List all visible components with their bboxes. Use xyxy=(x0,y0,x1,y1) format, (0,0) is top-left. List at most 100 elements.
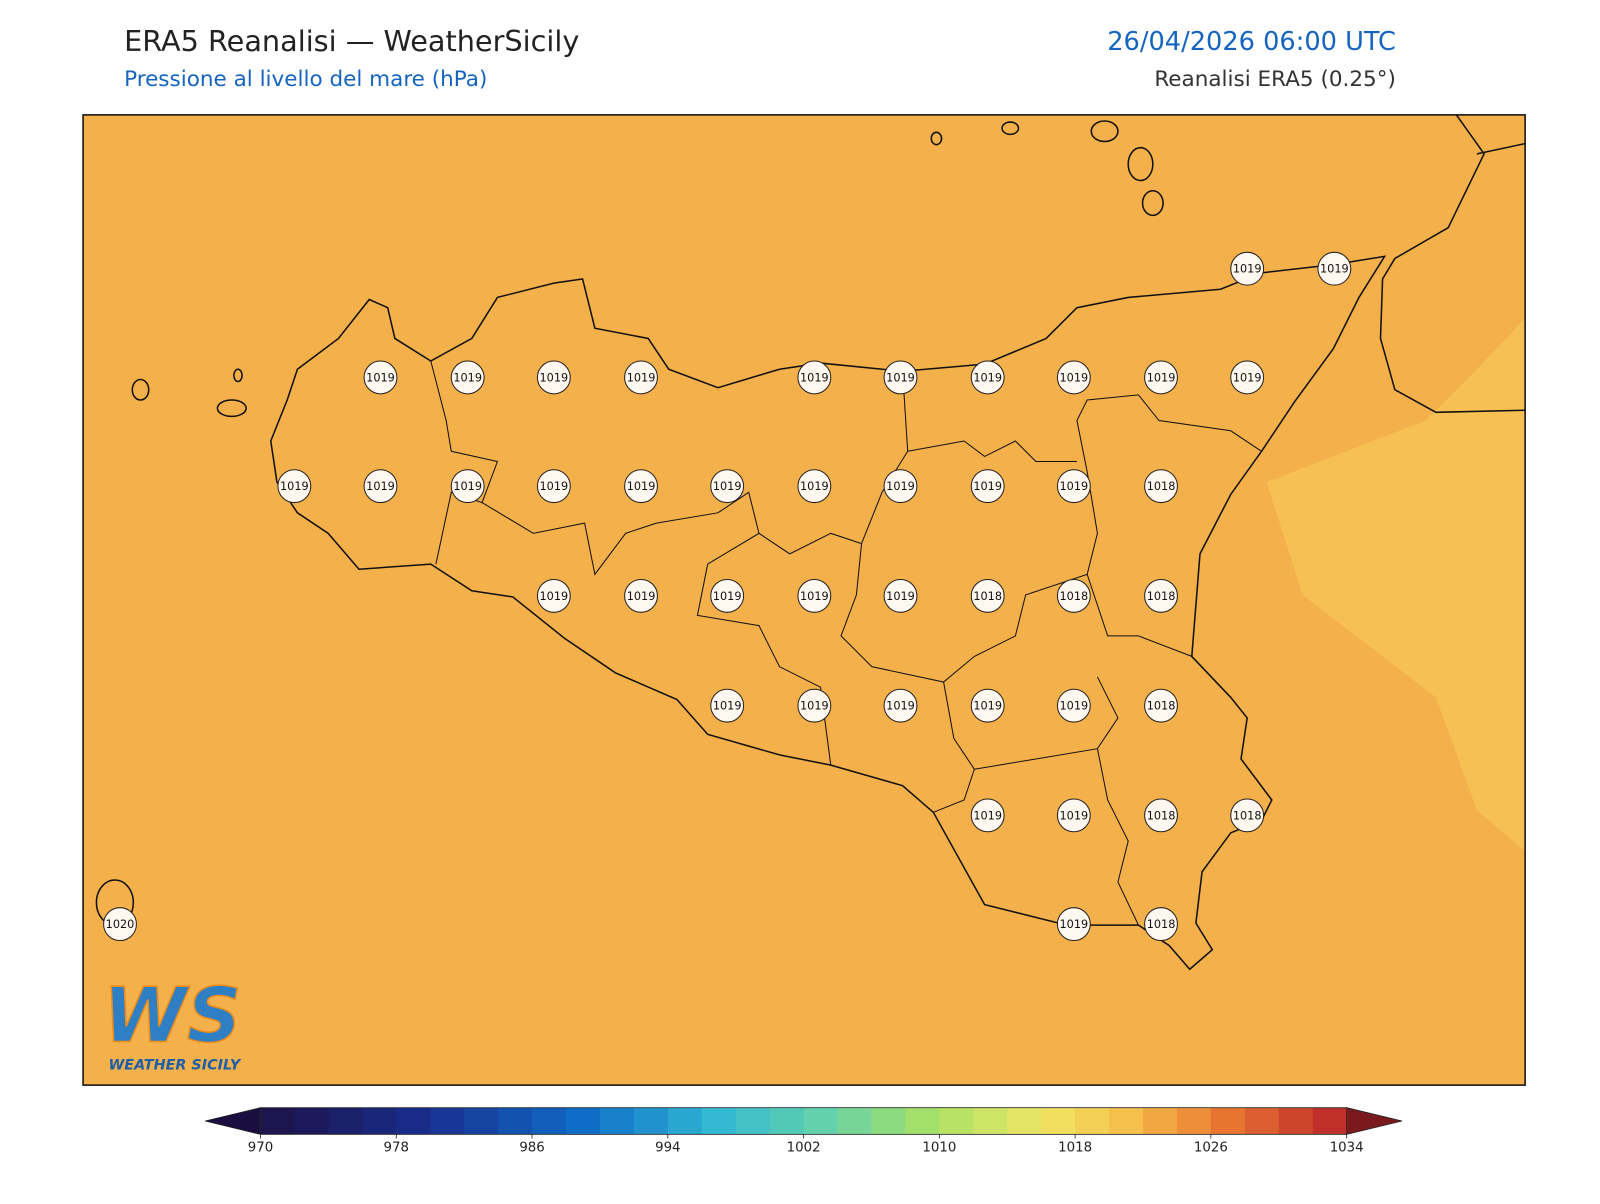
station-value: 1018 xyxy=(1147,809,1176,822)
station-value: 1019 xyxy=(973,809,1002,822)
station-marker xyxy=(883,360,918,395)
colorbar-bin xyxy=(633,1107,669,1135)
station-marker xyxy=(1144,360,1178,395)
colorbar-tick-label: 1010 xyxy=(922,1141,956,1156)
station-marker xyxy=(1056,798,1091,833)
colorbar-bin xyxy=(498,1107,533,1135)
station-marker xyxy=(1056,688,1091,723)
station-value: 1019 xyxy=(886,480,915,493)
subtitle: Pressione al livello del mare (hPa) xyxy=(124,67,487,92)
station-value: 1019 xyxy=(1320,263,1349,276)
colorbar-bin xyxy=(769,1107,805,1135)
station-marker xyxy=(450,360,485,395)
datetime: 26/04/2026 06:00 UTC xyxy=(1107,27,1396,57)
station-marker xyxy=(883,469,918,504)
colorbar-tick-label: 1034 xyxy=(1330,1141,1364,1156)
station-marker xyxy=(883,578,918,613)
colorbar-tick-label: 1002 xyxy=(787,1141,821,1156)
station-marker xyxy=(1056,360,1091,395)
station-value: 1019 xyxy=(886,371,915,384)
colorbar-bin xyxy=(1210,1107,1246,1135)
station-marker xyxy=(1144,907,1178,942)
station-marker xyxy=(1144,469,1178,504)
colorbar-bin xyxy=(837,1107,872,1135)
station-value: 1018 xyxy=(1147,700,1176,713)
station-value: 1019 xyxy=(540,371,569,384)
station-value: 1019 xyxy=(1233,371,1262,384)
colorbar-bin xyxy=(1075,1107,1110,1135)
station-value: 1019 xyxy=(1233,263,1262,276)
station-marker xyxy=(536,360,571,395)
station-value: 1018 xyxy=(973,590,1002,603)
colorbar-bin xyxy=(464,1107,499,1135)
station-marker xyxy=(363,469,398,504)
province-borders xyxy=(430,360,1262,926)
colorbar-extend-high xyxy=(1346,1107,1403,1135)
station-value: 1018 xyxy=(1147,480,1176,493)
colorbar-bin xyxy=(871,1107,906,1135)
colorbar-bin xyxy=(430,1107,465,1135)
station-value: 1019 xyxy=(1060,809,1089,822)
station-marker xyxy=(363,360,398,395)
colorbar: 970 978 986 994 1002 1010 1018 1026 1034 xyxy=(205,1107,1403,1156)
colorbar-tick-label: 994 xyxy=(655,1141,680,1156)
colorbar-bin xyxy=(1041,1107,1076,1135)
station-value: 1018 xyxy=(1060,590,1089,603)
colorbar-bin xyxy=(803,1107,839,1135)
station-marker xyxy=(1144,798,1178,833)
colorbar-bin xyxy=(1244,1107,1280,1135)
colorbar-extend-low xyxy=(205,1107,261,1135)
colorbar-tick-label: 986 xyxy=(519,1141,544,1156)
station-marker xyxy=(970,360,1005,395)
station-value: 1019 xyxy=(1060,480,1089,493)
station-value: 1019 xyxy=(1060,700,1089,713)
station-value: 1019 xyxy=(627,480,656,493)
coastline xyxy=(95,114,1526,971)
colorbar-bin xyxy=(294,1107,329,1135)
pressure-field-high xyxy=(1266,317,1526,852)
station-value: 1019 xyxy=(453,371,482,384)
source: Reanalisi ERA5 (0.25°) xyxy=(1154,67,1396,92)
colorbar-bin xyxy=(1312,1107,1348,1135)
colorbar-bin xyxy=(667,1107,703,1135)
station-marker xyxy=(277,469,312,504)
station-marker xyxy=(970,688,1005,723)
logo-text: WEATHER SICILY xyxy=(108,1058,241,1074)
colorbar-bin xyxy=(1278,1107,1314,1135)
station-value: 1019 xyxy=(540,480,569,493)
colorbar-bin xyxy=(939,1107,974,1135)
station-value: 1018 xyxy=(1147,918,1176,931)
station-marker xyxy=(883,688,918,723)
station-marker xyxy=(797,688,832,723)
station-value: 1019 xyxy=(973,480,1002,493)
station-value: 1018 xyxy=(1233,809,1262,822)
station-value: 1019 xyxy=(366,371,395,384)
station-marker xyxy=(970,469,1005,504)
title: ERA5 Reanalisi — WeatherSicily xyxy=(124,24,579,58)
station-marker xyxy=(536,578,571,613)
colorbar-bin xyxy=(1109,1107,1144,1135)
station-marker xyxy=(450,469,485,504)
colorbar-bin xyxy=(1176,1107,1212,1135)
station-value: 1019 xyxy=(800,480,829,493)
station-value: 1019 xyxy=(540,590,569,603)
colorbar-bin xyxy=(1143,1107,1178,1135)
station-marker xyxy=(710,578,745,613)
station-value: 1019 xyxy=(886,590,915,603)
station-marker xyxy=(797,360,832,395)
colorbar-tick-label: 970 xyxy=(248,1141,273,1156)
station-value: 1019 xyxy=(713,480,742,493)
station-value: 1019 xyxy=(713,590,742,603)
colorbar-bin xyxy=(599,1107,635,1135)
station-marker xyxy=(710,688,745,723)
colorbar-bin xyxy=(1007,1107,1042,1135)
colorbar-bin xyxy=(973,1107,1008,1135)
colorbar-bin xyxy=(362,1107,397,1135)
map-frame xyxy=(82,114,1526,1086)
colorbar-tick-label: 1018 xyxy=(1058,1141,1092,1156)
station-marker xyxy=(797,469,832,504)
station-marker xyxy=(103,907,137,942)
station-value: 1019 xyxy=(800,371,829,384)
